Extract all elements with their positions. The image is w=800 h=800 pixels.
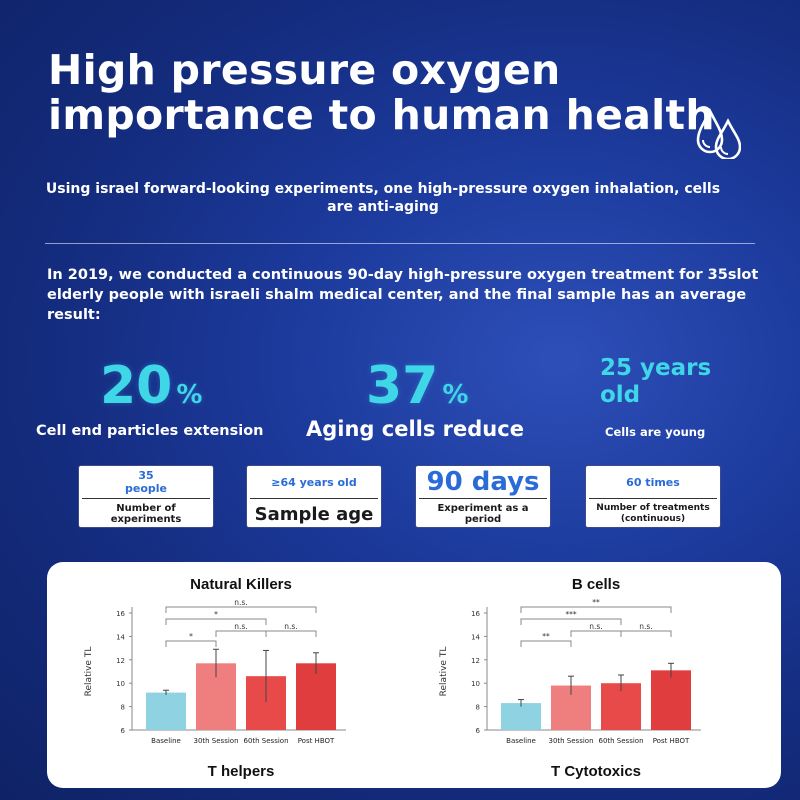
card-value: 60 times [626,475,680,489]
card-label-line-2: (continuous) [620,514,686,524]
stat-number: 20 [100,356,173,416]
significance-bracket [165,606,317,613]
card-experiments: 35 people Number of experiments [78,465,214,528]
y-axis-label: Relative TL [439,647,449,697]
significance-label: ** [592,598,600,607]
x-tick-label: Baseline [506,737,536,745]
chart-caption: T helpers [208,763,275,780]
significance-bracket [215,630,267,637]
stat-unit: % [442,380,469,410]
significance-label: n.s. [589,622,602,631]
title-line-1: High pressure oxygen [48,46,561,94]
significance-bracket [165,618,267,625]
title-line-2: importance to human health [48,91,715,139]
significance-bracket [520,640,572,647]
card-label: Sample age [254,503,374,525]
stat-young-cells-label: Cells are young [605,425,706,439]
y-tick-label: 14 [471,633,480,641]
significance-label: * [214,610,218,619]
card-label-line-1: Number of treatments [596,503,710,513]
bar-0 [501,703,541,730]
card-value-line-1: 35 [138,469,154,482]
water-drops-icon [696,108,741,159]
y-tick-label: 14 [116,633,125,641]
y-tick-label: 12 [471,657,480,665]
significance-label: * [189,632,193,641]
significance-label: n.s. [234,622,247,631]
divider [45,243,755,244]
years-line-2: old [600,382,641,408]
y-tick-label: 10 [116,680,125,688]
intro-text: In 2019, we conducted a continuous 90-da… [47,267,759,323]
card-value: 90 days [426,467,540,497]
stat-unit: % [176,380,203,410]
bar-3 [296,663,336,730]
bar-3 [651,670,691,730]
significance-label: n.s. [234,598,247,607]
x-tick-label: Post HBOT [653,737,690,745]
y-tick-label: 8 [476,704,480,712]
stat-aging-cells-label: Aging cells reduce [306,417,524,441]
significance-label: *** [565,610,577,619]
chart-panel: Natural Killers T helpers Relative TL 6 8 10 1… [47,562,781,788]
bar-0 [146,692,186,730]
card-value-line-2: people [125,482,167,495]
significance-bracket [265,630,317,637]
stat-cell-extension-label: Cell end particles extension [36,423,264,439]
card-value: ≥64 years old [271,475,357,489]
significance-bracket [165,640,217,647]
card-label-line-1: Experiment as a [437,503,529,514]
significance-label: n.s. [639,622,652,631]
subtitle: Using israel forward-looking experiments… [45,181,721,215]
x-tick-label: Baseline [151,737,181,745]
x-tick-label: 30th Session [548,737,593,745]
significance-bracket [520,606,672,613]
stat-young-cells-value: 25 years old [600,355,711,409]
card-treatments: 60 times Number of treatments (continuou… [585,465,721,528]
chart-caption: T Cytotoxics [551,763,641,780]
x-tick-label: 30th Session [193,737,238,745]
significance-bracket [520,618,622,625]
y-tick-label: 16 [116,610,125,618]
card-label-line-2: period [464,514,502,525]
y-axis-label: Relative TL [84,647,94,697]
chart-title: B cells [572,576,620,593]
y-tick-label: 6 [121,727,126,735]
years-line-1: 25 years [600,355,712,381]
significance-bracket [570,630,622,637]
y-tick-label: 16 [471,610,480,618]
significance-label: ** [542,632,550,641]
card-period: 90 days Experiment as a period [415,465,551,528]
y-tick-label: 10 [471,680,480,688]
page-title: High pressure oxygen importance to human… [48,48,715,138]
card-label-line-1: Number of [116,503,176,514]
y-tick-label: 8 [121,704,125,712]
x-tick-label: 60th Session [243,737,288,745]
stat-number: 37 [366,356,439,416]
card-sample-age: ≥64 years old Sample age [246,465,382,528]
charts-svg: Natural Killers T helpers Relative TL 6 8 10 1… [84,576,701,780]
y-tick-label: 12 [116,657,125,665]
y-tick-label: 6 [476,727,481,735]
chart-title: Natural Killers [190,576,292,593]
stat-aging-cells-value: 37% [366,358,468,423]
significance-label: n.s. [284,622,297,631]
x-tick-label: 60th Session [598,737,643,745]
stat-cell-extension-value: 20% [100,358,202,423]
x-tick-label: Post HBOT [298,737,335,745]
significance-bracket [620,630,672,637]
card-label-line-2: experiments [110,514,182,525]
